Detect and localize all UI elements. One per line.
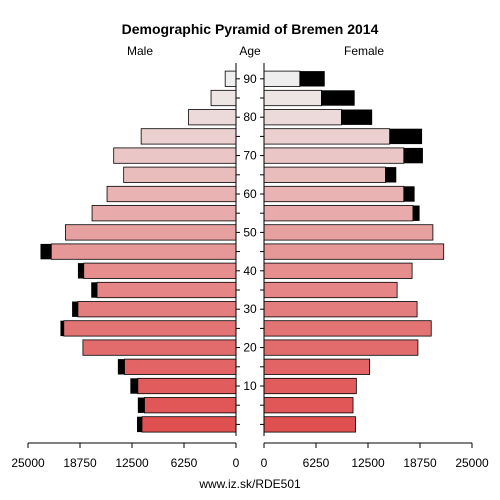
- male-x-tick-label: 18750: [63, 456, 97, 470]
- female-bar-45-49: [263, 243, 445, 260]
- age-tick-label-40: 40: [243, 264, 257, 278]
- male-bar-50-54: [65, 224, 237, 241]
- age-tick-label-60: 60: [243, 187, 257, 201]
- male-bar-10-14: [137, 377, 237, 395]
- female-surplus-80-84: [341, 109, 373, 125]
- female-bar-65-69: [263, 166, 386, 183]
- age-tick-label-90: 90: [243, 72, 257, 86]
- female-bar-70-74: [263, 147, 405, 164]
- male-bar-70-74: [113, 147, 237, 164]
- female-bar-75-79: [263, 128, 391, 145]
- male-bar-30-34: [77, 301, 237, 318]
- male-x-tick-label: 0: [233, 456, 240, 470]
- female-surplus-70-74: [403, 147, 423, 164]
- male-bar-35-39: [96, 281, 237, 299]
- female-bar-60-64: [263, 185, 405, 203]
- male-bar-25-29: [63, 320, 237, 337]
- age-tick-label-30: 30: [243, 302, 257, 316]
- female-bar-10-14: [263, 377, 357, 395]
- age-label: Age: [239, 44, 261, 58]
- male-bar-55-59: [91, 205, 237, 222]
- male-surplus-30-34: [72, 301, 78, 317]
- male-label: Male: [127, 44, 153, 58]
- male-x-tick-label: 12500: [115, 456, 149, 470]
- female-bar-20-24: [263, 339, 419, 356]
- female-x-tick-label: 25000: [455, 456, 489, 470]
- age-ticks: 10 20 30 40 50 60 70 80 90: [236, 72, 264, 425]
- male-surplus-0-4: [136, 416, 142, 433]
- female-surplus-65-69: [385, 167, 397, 183]
- male-bar-90+: [224, 70, 237, 87]
- male-bar-65-69: [123, 166, 237, 183]
- male-surplus-40-44: [77, 263, 84, 279]
- male-bar-20-24: [82, 339, 237, 356]
- female-bar-25-29: [263, 320, 432, 337]
- male-bar-80-84: [188, 109, 237, 126]
- female-bar-55-59: [263, 205, 414, 222]
- female-bar-90+: [263, 70, 301, 87]
- footer-url: www.iz.sk/RDE501: [198, 477, 301, 491]
- male-bar-40-44: [83, 262, 237, 279]
- female-bars: [263, 70, 445, 433]
- female-surplus-60-64: [403, 186, 415, 202]
- male-surplus-5-9: [137, 397, 145, 413]
- female-bar-40-44: [263, 262, 413, 279]
- female-bar-0-4: [263, 416, 356, 433]
- female-bar-30-34: [263, 301, 418, 318]
- male-bar-5-9: [144, 397, 237, 414]
- male-bar-75-79: [140, 128, 237, 145]
- female-bar-15-19: [263, 358, 371, 375]
- female-bar-50-54: [263, 224, 434, 241]
- chart-title: Demographic Pyramid of Bremen 2014: [122, 21, 379, 37]
- female-label: Female: [344, 44, 384, 58]
- male-bar-45-49: [50, 243, 237, 260]
- female-bar-35-39: [263, 281, 398, 299]
- female-x-tick-label: 18750: [403, 456, 437, 470]
- female-bar-85-89: [263, 89, 322, 107]
- female-x-tick-label: 6250: [303, 456, 330, 470]
- female-bar-80-84: [263, 109, 342, 126]
- male-surplus-35-39: [91, 282, 98, 298]
- male-bar-60-64: [106, 185, 237, 203]
- female-surplus-90+: [299, 71, 325, 87]
- female-surplus-85-89: [321, 90, 355, 106]
- female-surplus-55-59: [412, 205, 420, 221]
- male-x-tick-label: 6250: [171, 456, 198, 470]
- age-tick-label-10: 10: [243, 379, 257, 393]
- female-surplus-75-79: [389, 128, 423, 145]
- male-x-tick-label: 25000: [11, 456, 45, 470]
- age-tick-label-70: 70: [243, 149, 257, 163]
- female-x-tick-label: 12500: [351, 456, 385, 470]
- male-surplus-15-19: [117, 359, 125, 375]
- male-bar-85-89: [210, 89, 237, 107]
- age-tick-label-80: 80: [243, 110, 257, 124]
- age-tick-label-20: 20: [243, 341, 257, 355]
- male-surplus-10-14: [130, 378, 138, 394]
- male-bar-0-4: [141, 416, 237, 433]
- female-bar-5-9: [263, 397, 354, 414]
- male-bars: [40, 70, 237, 433]
- male-bar-15-19: [124, 358, 237, 375]
- male-surplus-45-49: [40, 243, 52, 260]
- male-surplus-25-29: [60, 320, 64, 337]
- female-x-tick-label: 0: [261, 456, 268, 470]
- x-ticks: 25000 18750 12500 6250 0 0 6250 12500 18750 25000: [11, 443, 489, 470]
- age-tick-label-50: 50: [243, 225, 257, 239]
